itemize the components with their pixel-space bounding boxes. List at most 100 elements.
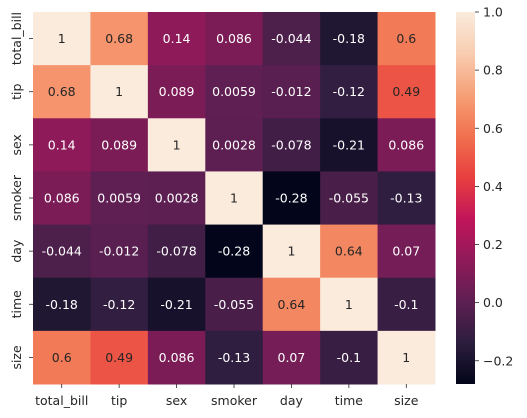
heatmap-cell bbox=[147, 224, 206, 279]
cell-value-label: -0.1 bbox=[337, 350, 361, 365]
cell-value-label: 0.68 bbox=[105, 31, 133, 46]
cell-value-label: -0.1 bbox=[394, 297, 418, 312]
heatmap-cell bbox=[320, 224, 379, 279]
colorbar-gradient bbox=[456, 12, 475, 384]
heatmap-cell bbox=[33, 118, 91, 172]
heatmap-cell bbox=[90, 330, 149, 385]
cell-value-label: -0.012 bbox=[99, 244, 139, 259]
heatmap-cell bbox=[262, 12, 321, 66]
colorbar-tick-label: 1.0 bbox=[483, 5, 503, 20]
heatmap-cell bbox=[33, 12, 91, 66]
cell-value-label: 1 bbox=[287, 244, 295, 259]
cell-value-label: 0.6 bbox=[52, 350, 72, 365]
cell-value-label: 0.086 bbox=[388, 137, 424, 152]
cell-value-label: 0.07 bbox=[278, 350, 306, 365]
cell-value-label: 0.086 bbox=[44, 191, 80, 206]
cell-value-label: -0.044 bbox=[271, 31, 311, 46]
cell-value-label: -0.044 bbox=[42, 244, 82, 259]
colorbar-tick-label: 0.0 bbox=[483, 295, 503, 310]
heatmap-cell bbox=[205, 171, 264, 226]
cell-value-label: -0.21 bbox=[333, 137, 365, 152]
cell-value-label: -0.12 bbox=[333, 84, 365, 99]
heatmap-cell bbox=[205, 224, 264, 279]
heatmap-cell bbox=[147, 65, 206, 119]
heatmap-cell bbox=[320, 118, 379, 172]
heatmap-cell bbox=[205, 118, 264, 172]
heatmap-cell bbox=[262, 330, 321, 385]
heatmap-annotations: 1 0.68 0.14 0.086 -0.044 -0.18 0.6 0.68 1 0.089 0.… bbox=[42, 31, 425, 365]
heatmap-cell bbox=[33, 65, 91, 119]
cell-value-label: 1 bbox=[402, 350, 410, 365]
cell-value-label: -0.078 bbox=[271, 137, 311, 152]
cell-value-label: 1 bbox=[58, 31, 66, 46]
heatmap-cells bbox=[33, 12, 436, 385]
cell-value-label: 0.0028 bbox=[155, 191, 199, 206]
heatmap-cell bbox=[205, 277, 264, 332]
cell-value-label: -0.21 bbox=[160, 297, 192, 312]
cell-value-label: 0.089 bbox=[159, 84, 195, 99]
cell-value-label: -0.12 bbox=[103, 297, 135, 312]
colorbar-tick-label: −0.2 bbox=[483, 353, 513, 368]
colorbar-tick-label: 0.2 bbox=[483, 237, 503, 252]
heatmap-cell bbox=[205, 330, 264, 385]
y-tick-label: smoker bbox=[9, 174, 24, 221]
cell-value-label: -0.055 bbox=[214, 297, 254, 312]
y-tick-label: total_bill bbox=[9, 12, 24, 65]
x-tick-label: total_bill bbox=[35, 393, 88, 408]
x-tick-label: smoker bbox=[211, 393, 258, 408]
cell-value-label: 1 bbox=[115, 84, 123, 99]
heatmap-cell bbox=[377, 12, 436, 66]
heatmap-cell bbox=[377, 277, 436, 332]
heatmap-cell bbox=[90, 12, 149, 66]
cell-value-label: 0.6 bbox=[396, 31, 416, 46]
cell-value-label: 0.68 bbox=[48, 84, 76, 99]
cell-value-label: 0.64 bbox=[335, 244, 363, 259]
heatmap-cell bbox=[147, 118, 206, 172]
cell-value-label: 1 bbox=[230, 191, 238, 206]
heatmap-cell bbox=[90, 65, 149, 119]
cell-value-label: 0.0059 bbox=[212, 84, 256, 99]
colorbar-tick-label: 0.6 bbox=[483, 121, 503, 136]
cell-value-label: 1 bbox=[345, 297, 353, 312]
heatmap-cell bbox=[377, 118, 436, 172]
cell-value-label: 0.0028 bbox=[212, 137, 256, 152]
heatmap-cell bbox=[90, 118, 149, 172]
cell-value-label: -0.18 bbox=[46, 297, 78, 312]
colorbar: −0.2 0.0 0.2 0.4 0.6 0.8 1.0 bbox=[456, 5, 513, 384]
x-axis: total_bill tip sex smoker day time size bbox=[35, 384, 419, 408]
heatmap-cell bbox=[262, 65, 321, 119]
heatmap-cell bbox=[90, 277, 149, 332]
cell-value-label: -0.078 bbox=[156, 244, 196, 259]
cell-value-label: 0.49 bbox=[392, 84, 420, 99]
heatmap-cell bbox=[147, 277, 206, 332]
cell-value-label: 0.07 bbox=[392, 244, 420, 259]
heatmap-cell bbox=[320, 65, 379, 119]
heatmap-cell bbox=[33, 171, 91, 226]
heatmap-cell bbox=[33, 277, 91, 332]
heatmap-cell bbox=[33, 330, 91, 385]
heatmap-cell bbox=[320, 330, 379, 385]
cell-value-label: -0.012 bbox=[271, 84, 311, 99]
heatmap-cell bbox=[90, 171, 149, 226]
cell-value-label: -0.13 bbox=[218, 350, 250, 365]
x-tick-label: time bbox=[335, 393, 364, 408]
cell-value-label: 1 bbox=[173, 137, 181, 152]
cell-value-label: 0.086 bbox=[159, 350, 195, 365]
heatmap-cell bbox=[377, 171, 436, 226]
colorbar-tick-label: 0.8 bbox=[483, 63, 503, 78]
cell-value-label: -0.28 bbox=[275, 191, 307, 206]
cell-value-label: -0.18 bbox=[333, 31, 365, 46]
y-tick-label: day bbox=[9, 239, 24, 263]
cell-value-label: -0.28 bbox=[218, 244, 250, 259]
cell-value-label: 0.64 bbox=[278, 297, 306, 312]
heatmap-cell bbox=[377, 224, 436, 279]
heatmap-cell bbox=[147, 171, 206, 226]
x-tick-label: day bbox=[280, 393, 304, 408]
cell-value-label: 0.49 bbox=[105, 350, 133, 365]
x-tick-label: sex bbox=[166, 393, 187, 408]
heatmap-cell bbox=[377, 65, 436, 119]
heatmap-cell bbox=[90, 224, 149, 279]
cell-value-label: 0.089 bbox=[101, 137, 137, 152]
heatmap-cell bbox=[205, 65, 264, 119]
